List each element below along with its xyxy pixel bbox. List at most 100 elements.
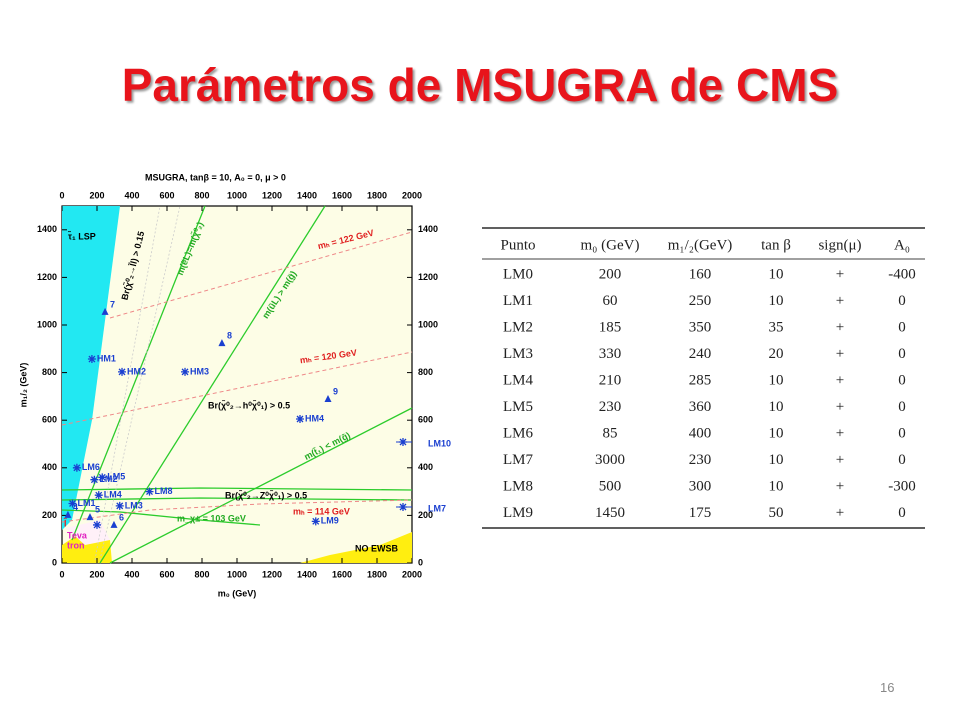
- y-tick-label: 0: [418, 557, 423, 567]
- x-tick-label: 1200: [262, 569, 282, 579]
- x-tick-label: 1400: [297, 569, 317, 579]
- point-label: HM2: [127, 366, 146, 376]
- table-cell: 50: [769, 505, 784, 521]
- point-label: LM7: [428, 503, 446, 513]
- x-tick-label: 400: [124, 569, 139, 579]
- table-cell: 0: [898, 346, 906, 362]
- table-header: tan β: [761, 237, 791, 253]
- point-label: LM8: [155, 486, 173, 496]
- x-tick-label: 600: [159, 569, 174, 579]
- table-cell: 10: [769, 452, 784, 468]
- table-header: A₀: [894, 237, 910, 253]
- table-cell: +: [836, 372, 844, 388]
- table-cell: 210: [599, 372, 622, 388]
- contour-lines: [61, 205, 413, 564]
- table-cell: LM8: [503, 478, 533, 494]
- table-cell: -400: [888, 266, 916, 282]
- table-cell: 200: [599, 266, 622, 282]
- table-cell: 250: [689, 293, 712, 309]
- point-label: LM3: [125, 500, 143, 510]
- benchmark-star: [181, 367, 190, 376]
- table-cell: LM7: [503, 452, 534, 468]
- y-tick-label: 1000: [418, 319, 438, 329]
- no-ewsb-region: [300, 532, 412, 563]
- table-cell: 160: [689, 266, 712, 282]
- table-cell: 10: [769, 425, 784, 441]
- table-cell: +: [836, 346, 844, 362]
- y-tick-label: 600: [42, 415, 57, 425]
- y-tick-label: 600: [418, 415, 433, 425]
- table-cell: 10: [769, 399, 784, 415]
- x-tick-label: 1400: [297, 190, 317, 200]
- annotation: mₕ = 114 GeV: [293, 506, 350, 516]
- table-cell: 0: [898, 319, 906, 335]
- x-tick-label: 1200: [262, 190, 282, 200]
- x-tick-label: 600: [159, 190, 174, 200]
- table-cell: 60: [603, 293, 618, 309]
- slide-title: Parámetros de MSUGRA de CMS: [121, 59, 839, 111]
- table-cell: 10: [769, 372, 784, 388]
- table-cell: 350: [689, 319, 712, 335]
- benchmark-triangle: [64, 510, 72, 518]
- table-cell: LM5: [503, 399, 533, 415]
- benchmark-star: [93, 520, 101, 529]
- point-label: LM5: [107, 472, 125, 482]
- table-cell: 10: [769, 478, 784, 494]
- table-cell: 0: [898, 505, 906, 521]
- x-tick-label: 200: [89, 569, 104, 579]
- y-tick-label: 200: [42, 510, 57, 520]
- page-number: 16: [880, 680, 895, 695]
- table-cell: LM2: [503, 319, 533, 335]
- table-cell: -300: [888, 478, 916, 494]
- table-cell: LM9: [503, 505, 533, 521]
- point-label: LM1: [78, 498, 96, 508]
- annotation: τ̃₁ LSP: [67, 230, 96, 241]
- benchmark-triangle: [101, 307, 109, 315]
- annotation: l̃: [63, 517, 68, 528]
- point-label: HM4: [305, 413, 324, 423]
- x-tick-label: 800: [194, 569, 209, 579]
- point-label: LM10: [428, 438, 451, 448]
- benchmark-star: [90, 475, 99, 484]
- table-header: Punto: [500, 237, 535, 253]
- annotation: Br(χ̃⁰₂→h⁰χ̃⁰₁) > 0.5: [208, 399, 290, 410]
- benchmark-triangle: [218, 339, 226, 347]
- x-tick-label: 0: [59, 569, 64, 579]
- table-cell: 0: [898, 425, 906, 441]
- point-label: LM4: [104, 490, 122, 500]
- table-cell: 10: [769, 266, 784, 282]
- point-label: 9: [333, 386, 338, 396]
- annotation: Teva: [67, 530, 88, 540]
- table-cell: +: [836, 452, 844, 468]
- y-tick-label: 0: [52, 557, 57, 567]
- x-tick-label: 2000: [402, 190, 422, 200]
- y-tick-label: 1200: [418, 272, 438, 282]
- benchmark-star: [296, 415, 304, 424]
- table-header: m₁/₂(GeV): [668, 237, 733, 253]
- table-cell: LM1: [503, 293, 533, 309]
- table-cell: 3000: [595, 452, 625, 468]
- y-tick-label: 200: [418, 510, 433, 520]
- y-axis-label: m₁/₂ (GeV): [18, 363, 28, 408]
- x-tick-label: 1600: [332, 190, 352, 200]
- benchmark-triangle: [324, 395, 332, 403]
- table-cell: 0: [898, 372, 906, 388]
- x-tick-label: 1600: [332, 569, 352, 579]
- point-label: LM6: [82, 462, 100, 472]
- x-axis-label: m₀ (GeV): [218, 588, 257, 598]
- lsp-region: [62, 206, 120, 530]
- x-tick-label: 1800: [367, 190, 387, 200]
- table-cell: +: [836, 293, 844, 309]
- table-cell: 1450: [595, 505, 625, 521]
- benchmark-star: [68, 499, 77, 508]
- table-cell: +: [836, 399, 844, 415]
- table-cell: +: [836, 266, 844, 282]
- table-cell: LM6: [503, 425, 534, 441]
- figure-title: MSUGRA, tanβ = 10, A₀ = 0, μ > 0: [145, 172, 286, 182]
- table-cell: 20: [769, 346, 784, 362]
- table-cell: 0: [898, 452, 906, 468]
- table-cell: LM3: [503, 346, 533, 362]
- y-tick-label: 1400: [418, 224, 438, 234]
- point-label: 6: [119, 512, 124, 522]
- table-cell: LM4: [503, 372, 534, 388]
